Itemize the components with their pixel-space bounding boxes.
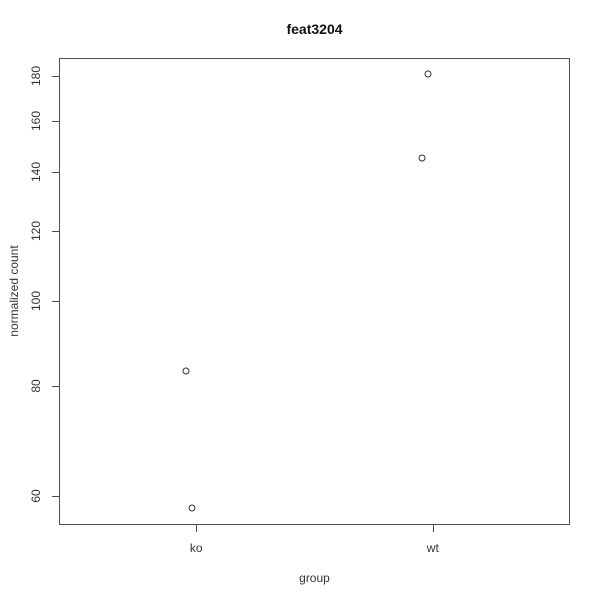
y-tick-label: 100 [29, 290, 43, 311]
y-tick-mark [52, 300, 59, 302]
y-axis-label: normalized count [7, 245, 21, 337]
y-tick-label: 80 [29, 379, 43, 393]
y-tick-label: 60 [29, 489, 43, 503]
x-tick-label: wt [426, 541, 439, 555]
y-tick-label: 140 [29, 162, 43, 183]
y-tick-mark [52, 76, 59, 78]
data-point [182, 367, 190, 375]
y-tick-mark [52, 172, 59, 174]
data-point [424, 70, 432, 78]
x-tick-mark [196, 525, 198, 532]
y-tick-mark [52, 495, 59, 497]
data-point [418, 154, 426, 162]
y-tick-label: 120 [29, 221, 43, 242]
plot-area [59, 58, 570, 525]
y-tick-mark [52, 386, 59, 387]
y-tick-label: 180 [29, 66, 43, 87]
x-tick-mark [432, 525, 434, 532]
y-tick-mark [52, 121, 59, 123]
x-axis-label: group [299, 571, 330, 585]
plot-title: feat3204 [286, 21, 343, 37]
x-tick-label: ko [189, 541, 203, 555]
y-tick-label: 160 [29, 111, 43, 132]
data-point [188, 504, 196, 512]
y-tick-mark [52, 231, 59, 233]
